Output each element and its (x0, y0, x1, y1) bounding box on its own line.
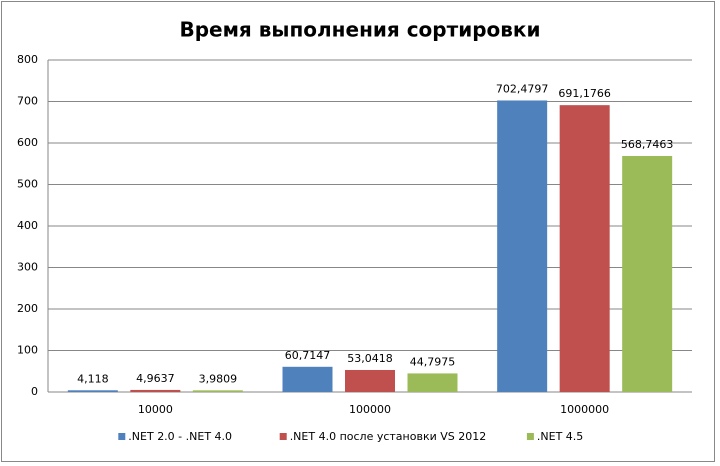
x-tick-label: 1000000 (560, 403, 609, 416)
legend-label: .NET 4.0 после установки VS 2012 (290, 430, 487, 443)
y-tick-label: 300 (17, 261, 38, 274)
y-tick-label: 100 (17, 344, 38, 357)
value-label: 4,118 (77, 372, 109, 385)
y-tick-label: 700 (17, 95, 38, 108)
bar (130, 389, 181, 392)
legend-swatch (526, 433, 534, 440)
chart-title: Время выполнения сортировки (179, 18, 540, 42)
bar (407, 373, 458, 392)
x-tick-label: 10000 (138, 403, 173, 416)
value-label: 691,1766 (558, 87, 611, 100)
value-label: 53,0418 (347, 352, 393, 365)
y-tick-label: 400 (17, 219, 38, 232)
value-label: 702,4797 (496, 82, 549, 95)
legend-label: .NET 2.0 - .NET 4.0 (128, 430, 232, 443)
y-tick-label: 500 (17, 178, 38, 191)
y-tick-label: 600 (17, 136, 38, 149)
x-tick-label: 100000 (349, 403, 391, 416)
bar (622, 155, 673, 392)
value-label: 60,7147 (285, 349, 331, 362)
legend-label: .NET 4.5 (537, 430, 583, 443)
bar (559, 105, 610, 392)
y-tick-label: 0 (31, 385, 38, 398)
bar (345, 369, 395, 392)
bar (192, 390, 243, 392)
value-label: 4,9637 (136, 372, 175, 385)
value-label: 568,7463 (621, 138, 674, 151)
bar (497, 100, 548, 393)
y-tick-label: 800 (17, 53, 38, 66)
bar (67, 390, 118, 392)
y-tick-label: 200 (17, 302, 38, 315)
value-label: 3,9809 (199, 372, 238, 385)
value-label: 44,7975 (410, 355, 456, 368)
legend-swatch (279, 433, 287, 440)
bar (282, 366, 333, 392)
legend-swatch (118, 433, 126, 440)
